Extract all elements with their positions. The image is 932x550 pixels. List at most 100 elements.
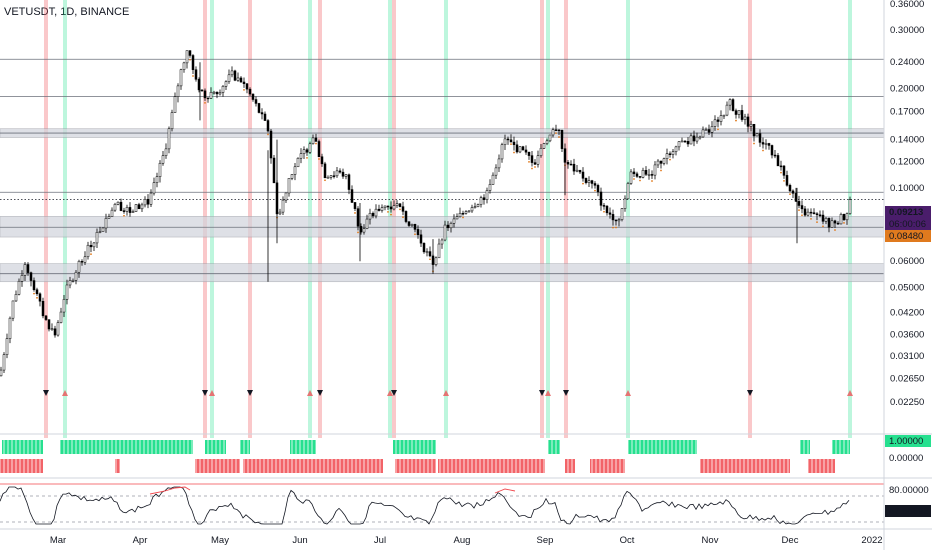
price-tick-label: 0.10000 [890,183,924,194]
candle-body [344,174,348,177]
candle-body [395,203,399,206]
sell-marker [391,390,397,396]
candle-body [161,155,165,164]
time-tick-label: Sep [537,535,554,546]
candle-body [695,136,699,142]
candle-body [206,97,210,100]
candle-body [221,86,225,93]
candle-body [779,165,783,168]
low-dot [717,128,719,131]
candle-body [128,207,132,213]
signal-markers [43,390,853,396]
candle-body [539,148,543,156]
candle-body [374,208,378,217]
low-dot [189,58,191,61]
candle-body [812,212,816,214]
candle-body [179,69,183,87]
price-tick-label: 0.24000 [890,57,924,68]
low-dot [243,88,245,91]
indicator1-upper-badge [885,435,931,447]
candle-body [182,62,186,70]
candle-body [788,185,792,192]
candle-body [8,317,12,339]
sell-marker [539,390,545,396]
candle-body [368,212,372,220]
candle-body [59,311,63,323]
buy-marker [847,390,853,396]
candle-body [704,129,708,131]
candle-body [848,199,852,214]
candle-body [602,205,606,207]
candle-body [698,136,702,139]
low-dot [414,233,416,236]
price-tick-label: 0.12000 [890,157,924,168]
indicator1-lower-label: 0.00000 [889,453,923,464]
candle-body [767,143,771,146]
candle-body [449,223,453,229]
candle-body [353,202,357,209]
candle-body [458,212,462,218]
candle-body [533,162,537,165]
candle-body [713,119,717,127]
candle-body [719,115,723,122]
candle-body [236,77,240,81]
candle-body [506,138,510,141]
candle-body [551,129,555,136]
candle-body [647,174,651,176]
candle-body [755,133,759,137]
indicator1-red-bar [438,459,545,473]
indicator1-red-bar [0,459,43,473]
candle-body [659,160,663,164]
sell-marker [247,390,253,396]
indicator1-red-bar [565,459,575,473]
candle-body [818,214,822,217]
candle-body [326,177,330,179]
candle-body [317,141,321,157]
last-price-badge [885,206,931,218]
candle-body [320,156,324,165]
candle-body [17,280,21,295]
low-dot [816,221,818,224]
candle-body [770,145,774,156]
candle-body [593,183,597,186]
secondary-price-label: 0.08480 [889,231,923,242]
candle-body [404,211,408,222]
candle-body [827,218,831,228]
candle-body [188,50,192,56]
candle-body [134,204,138,212]
buy-marker [62,390,68,396]
chart-title: VETUSDT, 1D, BINANCE [4,6,130,18]
candle-body [257,103,261,113]
indicator2-pane [0,483,884,525]
candle-body [125,207,129,212]
candle-body [98,231,102,233]
candle-body [464,211,468,214]
candle-body [707,129,711,133]
candle-body [341,171,345,177]
indicator2-line [0,486,850,525]
candle-body [296,157,300,168]
candle-body [653,164,657,176]
candle-body [377,208,381,211]
low-dot [810,218,812,220]
candle-body [47,319,51,330]
candle-body [35,289,39,295]
candle-body [302,149,306,154]
candle-body [743,116,747,120]
candle-body [773,154,777,157]
price-zones [0,128,885,283]
candle-body [116,201,120,205]
buy-marker [625,390,631,396]
candle-body [515,144,519,153]
time-tick-label: Oct [620,535,635,546]
candle-body [725,104,729,116]
candle-body [386,205,390,208]
candle-body [173,96,177,113]
candle-body [674,146,678,152]
candle-body [140,204,144,210]
candle-body [440,239,444,245]
candle-body [638,176,642,178]
low-dot [267,133,269,136]
